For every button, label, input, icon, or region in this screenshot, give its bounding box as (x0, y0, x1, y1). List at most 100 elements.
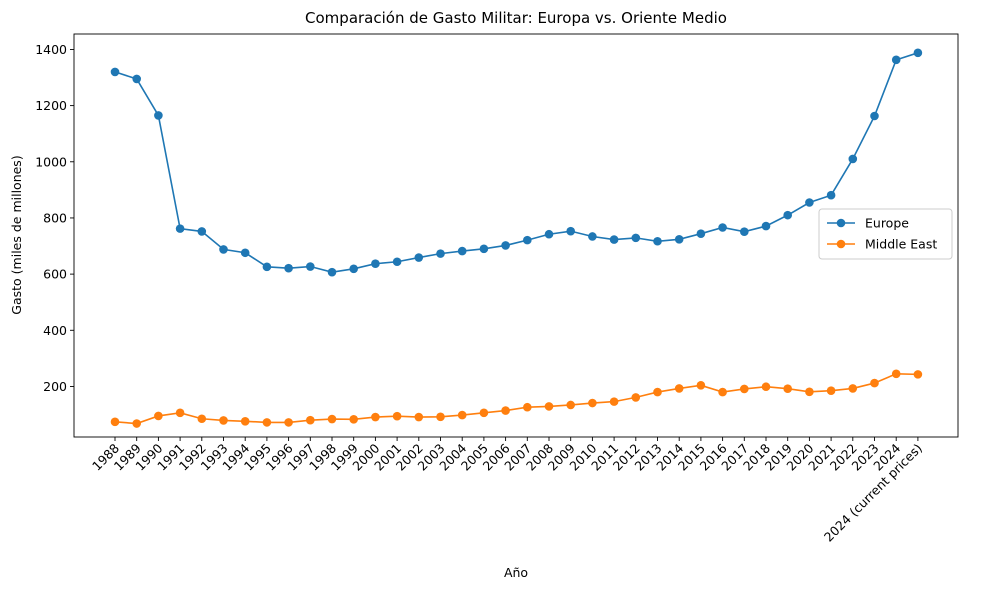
data-point (913, 370, 923, 379)
data-point (891, 369, 901, 379)
y-axis: 200 400 600 800 1000 1200 1400 (35, 42, 74, 394)
data-point (327, 414, 337, 424)
data-point (479, 244, 489, 254)
data-point (653, 236, 662, 246)
data-point (674, 234, 684, 244)
data-point (913, 48, 923, 58)
data-point (631, 393, 641, 402)
data-point (240, 248, 250, 258)
y-tick-label: 200 (43, 379, 67, 394)
data-point (436, 249, 445, 258)
data-point (457, 246, 467, 256)
x-axis-label: Año (504, 565, 528, 580)
plot-area (73, 33, 959, 438)
data-point (523, 235, 532, 245)
data-point (371, 259, 380, 269)
data-point (609, 397, 619, 406)
data-point (826, 386, 836, 395)
series-layer (110, 48, 923, 428)
data-point (175, 408, 185, 418)
data-point (436, 412, 445, 422)
data-point (392, 411, 402, 421)
data-point (501, 406, 510, 415)
data-point (197, 414, 207, 424)
data-point (414, 253, 424, 262)
data-point (588, 398, 597, 408)
legend: Europe Middle East (818, 208, 953, 260)
data-point (262, 262, 272, 272)
data-point (609, 235, 619, 244)
data-point (132, 74, 141, 84)
series-europe (110, 48, 923, 277)
data-point (523, 402, 532, 412)
data-point (848, 154, 858, 164)
data-point (805, 387, 814, 397)
data-point (718, 387, 727, 397)
data-point (631, 233, 641, 243)
data-point (761, 382, 771, 392)
data-point (761, 221, 771, 231)
data-point (349, 415, 359, 424)
legend-marker (836, 239, 846, 249)
data-point (240, 416, 250, 426)
data-point (674, 384, 684, 393)
data-point (284, 263, 293, 273)
data-point (718, 223, 727, 232)
data-point (826, 190, 836, 200)
data-point (805, 198, 814, 207)
data-point (696, 229, 706, 238)
data-point (219, 245, 228, 254)
data-point (653, 387, 662, 397)
data-point (306, 415, 315, 425)
y-tick-label: 800 (43, 210, 67, 225)
data-point (110, 67, 120, 77)
data-point (219, 416, 228, 425)
data-point (110, 417, 120, 427)
plot-frame (73, 33, 959, 438)
data-point (327, 267, 337, 277)
data-point (848, 384, 858, 393)
legend-label: Middle East (865, 237, 937, 252)
data-point (740, 384, 749, 394)
legend-marker (836, 218, 846, 228)
data-point (588, 232, 597, 241)
data-point (891, 55, 901, 65)
data-point (306, 262, 315, 271)
data-point (132, 419, 141, 428)
data-point (175, 224, 185, 233)
data-point (566, 226, 575, 236)
legend-box (818, 208, 953, 260)
data-point (262, 418, 272, 427)
data-point (544, 229, 554, 239)
data-point (783, 210, 792, 220)
data-point (349, 264, 359, 274)
data-point (414, 412, 424, 422)
data-point (740, 227, 749, 237)
y-tick-label: 400 (43, 323, 67, 338)
data-point (154, 411, 163, 421)
y-tick-label: 1000 (35, 154, 67, 169)
y-tick-label: 1400 (35, 42, 67, 57)
data-point (870, 111, 879, 121)
data-point (197, 227, 207, 236)
data-point (284, 418, 293, 427)
data-point (870, 378, 879, 388)
data-point (783, 384, 792, 393)
data-point (501, 241, 510, 250)
data-point (392, 257, 402, 267)
data-point (457, 410, 467, 420)
y-tick-label: 600 (43, 267, 67, 282)
legend-label: Europe (865, 216, 909, 231)
data-point (479, 408, 489, 418)
y-tick-label: 1200 (35, 98, 67, 113)
series-middle-east (110, 369, 923, 428)
chart-title: Comparación de Gasto Militar: Europa vs.… (305, 9, 727, 27)
data-point (696, 381, 706, 390)
data-point (154, 111, 163, 120)
data-point (371, 412, 380, 422)
data-point (566, 400, 575, 410)
y-axis-label: Gasto (miles de millones) (9, 155, 24, 314)
data-point (544, 402, 554, 411)
